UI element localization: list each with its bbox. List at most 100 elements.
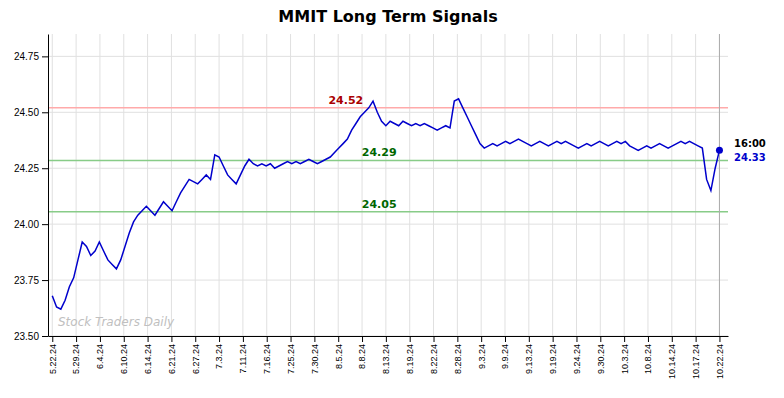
x-tick-mark [100,336,101,342]
y-axis-line [48,35,49,337]
grid-line-x [409,34,410,336]
grid-line-x [338,34,339,336]
x-tick-mark [505,336,506,342]
x-tick-mark [76,336,77,342]
x-tick-mark [600,336,601,342]
grid-line-y [48,112,728,113]
grid-line-x [147,34,148,336]
grid-line-x [171,34,172,336]
x-tick-mark [291,336,292,342]
y-tick-label: 24.50 [14,107,39,118]
x-tick-label: 9.3.24 [477,344,487,369]
x-tick-label: 9.9.24 [500,344,510,369]
y-tick-mark [42,168,48,169]
x-tick-label: 6.21.24 [167,344,177,374]
y-tick-mark [42,56,48,57]
y-tick: 23.50 [14,331,48,342]
x-tick-mark [576,336,577,342]
x-tick: 10.14.24 [667,336,677,379]
x-tick-label: 10.3.24 [620,344,630,374]
x-tick-label: 6.27.24 [191,344,201,374]
x-tick: 10.3.24 [620,336,630,374]
x-tick-mark [457,336,458,342]
x-tick: 9.9.24 [500,336,510,369]
x-tick-label: 7.3.24 [214,344,224,369]
grid-line-y [48,280,728,281]
x-tick-mark [481,336,482,342]
grid-line-x [242,34,243,336]
x-tick-mark [267,336,268,342]
x-tick-label: 10.17.24 [691,344,701,379]
x-tick-label: 8.8.24 [357,344,367,369]
x-tick-label: 9.13.24 [524,344,534,374]
grid-line-x [52,34,53,336]
x-tick-mark [719,336,720,342]
x-tick-mark [362,336,363,342]
x-tick: 9.24.24 [572,336,582,374]
last-value-label: 24.33 [734,152,766,163]
x-tick-label: 10.8.24 [643,344,653,374]
x-tick-label: 8.28.24 [453,344,463,374]
x-tick: 7.25.24 [286,336,296,374]
grid-line-x [647,34,648,336]
grid-line-y [48,224,728,225]
grid-line-x [314,34,315,336]
y-tick: 24.25 [14,163,48,174]
x-tick-label: 9.30.24 [596,344,606,374]
title: MMIT Long Term Signals [278,7,497,26]
grid-line-x [600,34,601,336]
x-tick-mark [553,336,554,342]
x-tick-mark [386,336,387,342]
x-tick: 7.30.24 [310,336,320,374]
x-tick-mark [314,336,315,342]
grid-line-x [362,34,363,336]
x-tick: 9.30.24 [596,336,606,374]
x-tick-mark [434,336,435,342]
marks [48,34,728,336]
grid-line-y [48,168,728,169]
grid-line-x [576,34,577,336]
grid-line-x [99,34,100,336]
grid-line-x [123,34,124,336]
x-tick: 8.22.24 [429,336,439,374]
reference-line [48,160,728,162]
last-point-rule [719,34,720,336]
x-tick: 9.19.24 [548,336,558,374]
x-tick-label: 8.5.24 [334,344,344,369]
x-tick: 8.5.24 [334,336,344,369]
y-axis: 23.5023.7524.0024.2524.5024.75 [14,35,49,342]
x-tick-mark [195,336,196,342]
x-tick: 6.27.24 [191,336,201,374]
x-tick: 9.13.24 [524,336,534,374]
reference-line [48,211,728,213]
grid-line-x [385,34,386,336]
reference-line [48,107,728,109]
watermark: Stock Traders Daily [58,315,175,329]
x-tick-label: 7.11.24 [238,344,248,373]
x-tick-mark [219,336,220,342]
chart: 5.22.245.29.246.4.246.10.246.14.246.21.2… [0,0,784,398]
x-tick-label: 8.19.24 [405,344,415,374]
grid-line-x [552,34,553,336]
x-tick: 5.29.24 [71,336,81,374]
y-tick-label: 23.75 [14,275,39,286]
x-axis-line [49,336,729,337]
x-tick: 8.13.24 [381,336,391,374]
x-tick: 10.22.24 [715,336,725,379]
x-tick-label: 9.19.24 [548,344,558,374]
reference-label: 24.52 [328,94,363,107]
y-tick: 24.00 [14,219,48,230]
grid-line-x [671,34,672,336]
x-tick: 6.10.24 [119,336,129,374]
x-tick: 8.8.24 [357,336,367,369]
x-tick-label: 7.16.24 [262,344,272,374]
last-point [716,147,723,154]
y-tick-mark [42,112,48,113]
y-tick: 24.50 [14,107,48,118]
x-tick-label: 8.13.24 [381,344,391,374]
x-tick-mark [338,336,339,342]
x-tick: 8.28.24 [453,336,463,374]
x-tick: 7.11.24 [238,336,248,373]
x-tick-mark [124,336,125,342]
last-time-label: 16:00 [734,138,766,149]
